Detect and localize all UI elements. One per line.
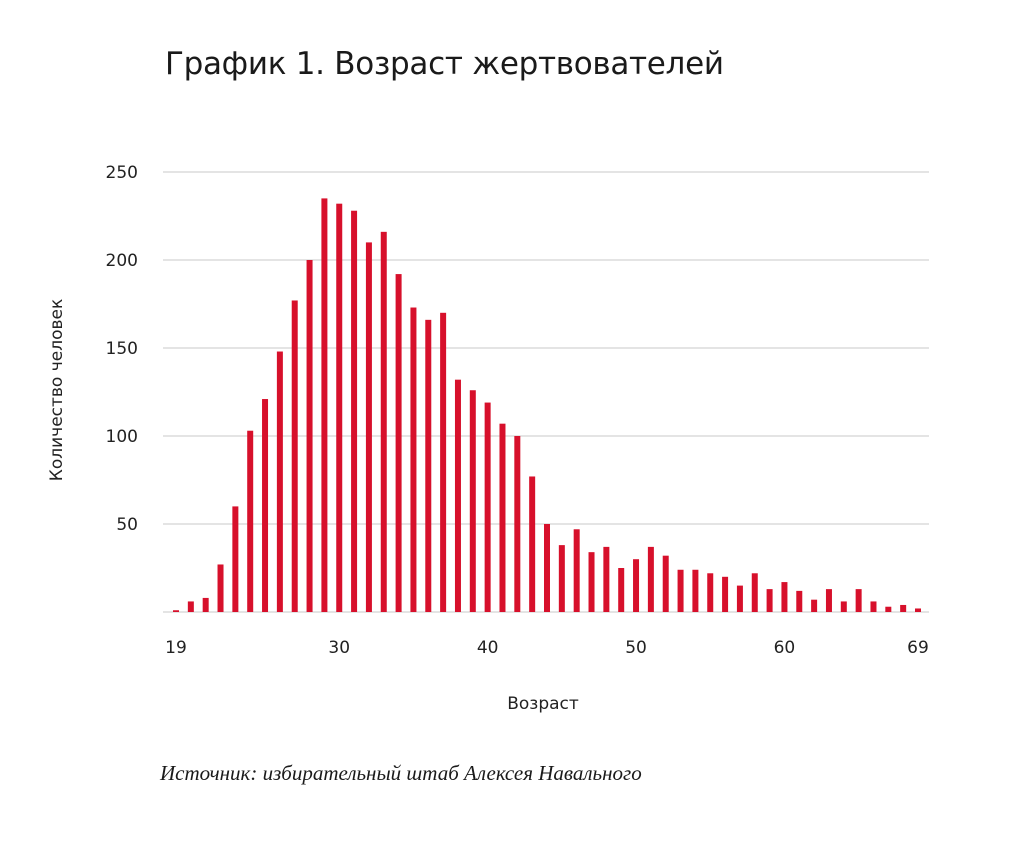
bar-age-40 [484,402,491,612]
y-tick-label: 50 [116,515,138,535]
bar-age-20 [187,601,194,612]
y-axis-title: Количество человек [47,299,67,481]
chart-title: График 1. Возраст жертвователей [165,46,724,82]
bar-age-29 [321,198,328,612]
bar-age-24 [247,430,254,612]
bar-age-36 [425,319,432,612]
bar-age-55 [707,573,714,612]
x-axis-title: Возраст [507,694,579,714]
bar-age-33 [380,231,387,612]
bar-age-26 [276,351,283,612]
bar-age-38 [454,379,461,612]
y-tick-labels: 50 100 150 200 250 [106,163,138,535]
bar-age-37 [440,312,447,612]
y-tick-label: 100 [106,427,138,447]
bar-age-45 [558,545,565,612]
bar-age-63 [825,589,832,612]
bar-age-69 [915,608,921,612]
bar-age-42 [514,436,521,612]
bar-age-44 [544,524,550,612]
bar-age-27 [291,300,298,612]
x-tick-label: 50 [625,638,647,658]
bar-age-52 [662,555,669,612]
bar-age-39 [469,390,476,612]
bar-age-49 [618,568,625,612]
bar-age-60 [781,582,788,612]
bar-age-64 [840,601,847,612]
bar-age-23 [232,506,239,612]
bar-age-31 [351,210,358,612]
bar-age-68 [900,604,907,612]
bar-age-46 [573,529,580,612]
bar-age-54 [692,569,699,612]
bar-age-67 [885,606,892,612]
x-tick-label: 60 [774,638,796,658]
x-tick-labels: 19 30 40 50 60 69 [165,638,929,658]
y-tick-label: 150 [106,339,138,359]
bar-age-59 [766,589,773,612]
bar-age-48 [603,546,610,612]
bar-age-58 [751,573,758,612]
bars [173,198,921,612]
bar-age-28 [306,260,313,612]
bar-age-19 [173,610,179,612]
bar-age-47 [588,552,595,612]
bar-age-22 [217,564,224,612]
bar-age-62 [811,599,818,612]
bar-age-25 [262,399,269,612]
bar-age-21 [202,597,209,612]
bar-age-43 [529,476,536,612]
bar-age-61 [796,590,803,612]
bar-age-35 [410,307,417,612]
y-tick-label: 250 [106,163,138,183]
bar-age-34 [395,274,402,612]
x-tick-label: 19 [165,638,187,658]
bar-age-30 [336,203,343,612]
bar-age-66 [870,601,877,612]
x-tick-label: 69 [907,638,929,658]
bar-age-65 [855,589,862,612]
bar-age-41 [499,423,506,612]
x-tick-label: 30 [328,638,350,658]
bar-age-53 [677,569,684,612]
bar-age-32 [365,242,372,612]
x-tick-label: 40 [477,638,499,658]
y-tick-label: 200 [106,251,138,271]
bar-age-51 [647,546,654,612]
source-note: Источник: избирательный штаб Алексея Нав… [160,761,642,785]
bar-age-56 [722,576,729,612]
bar-age-50 [633,559,640,612]
bar-age-57 [736,585,743,612]
